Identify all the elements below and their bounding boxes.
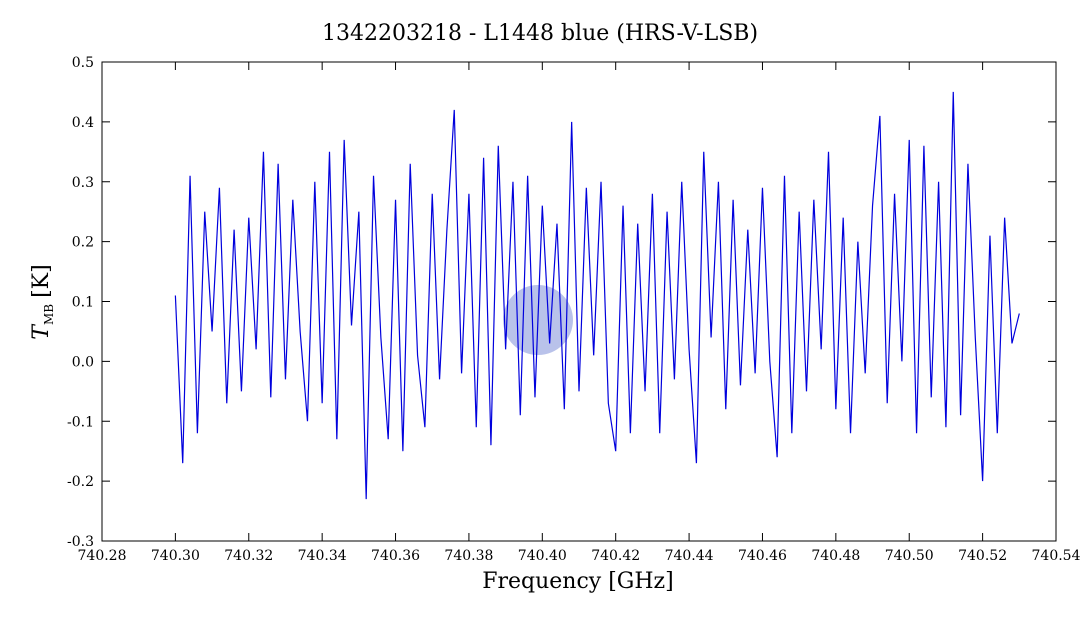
x-tick-label: 740.36 [371, 548, 420, 564]
y-tick-label: 0.0 [72, 354, 94, 370]
y-tick-label: 0.3 [72, 175, 94, 191]
y-tick-label: 0.1 [72, 295, 94, 311]
x-tick-label: 740.44 [665, 548, 714, 564]
y-label-unit: [K] [29, 264, 54, 298]
x-tick-label: 740.38 [444, 548, 493, 564]
x-tick-label: 740.32 [224, 548, 273, 564]
x-tick-label: 740.28 [78, 548, 127, 564]
x-tick-label: 740.48 [811, 548, 860, 564]
x-tick-label: 740.54 [1032, 548, 1080, 564]
y-tick-label: 0.4 [72, 115, 94, 131]
x-tick-label: 740.50 [885, 548, 934, 564]
x-tick-label: 740.30 [151, 548, 200, 564]
x-tick-label: 740.52 [958, 548, 1007, 564]
y-axis-label: TMB [K] [29, 264, 56, 339]
y-tick-label: -0.1 [67, 414, 94, 430]
x-tick-label: 740.40 [518, 548, 567, 564]
y-tick-label: -0.2 [67, 474, 94, 490]
y-label-main: T [29, 323, 54, 340]
y-tick-label: 0.5 [72, 55, 94, 71]
y-label-sub: MB [42, 304, 56, 325]
x-tick-label: 740.42 [591, 548, 640, 564]
y-tick-label: -0.3 [67, 534, 94, 550]
x-tick-label: 740.34 [298, 548, 347, 564]
x-tick-label: 740.46 [738, 548, 787, 564]
y-tick-label: 0.2 [72, 235, 94, 251]
chart-title: 1342203218 - L1448 blue (HRS-V-LSB) [322, 21, 758, 46]
x-axis-label: Frequency [GHz] [482, 569, 674, 594]
spectrum-line [174, 91, 1020, 500]
